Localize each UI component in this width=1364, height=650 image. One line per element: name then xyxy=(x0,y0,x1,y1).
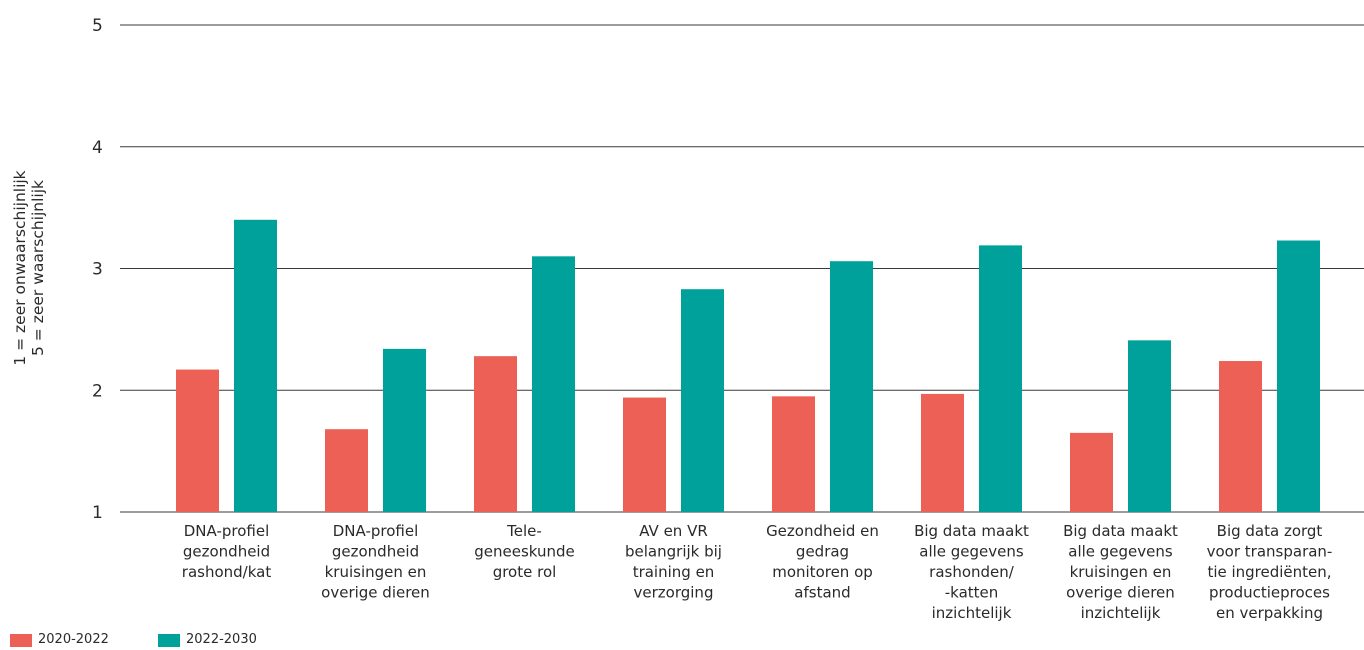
bar-series-1-cat-4 xyxy=(623,397,666,512)
category-label-line: Big data maakt xyxy=(914,522,1029,540)
category-label-line: afstand xyxy=(794,584,850,602)
category-label-line: Big data zorgt xyxy=(1217,522,1323,540)
category-label-line: Tele- xyxy=(506,522,542,540)
category-label-line: rashond/kat xyxy=(182,563,272,581)
legend: 2020-2022 2022-2030 xyxy=(10,632,306,648)
category-label: DNA-profiel gezondheid rashond/kat xyxy=(182,522,272,581)
bars xyxy=(176,219,1320,513)
category-label-line: inzichtelijk xyxy=(932,604,1012,622)
category-label: Tele-geneeskunde grote rol xyxy=(474,522,575,581)
category-label-line: gezondheid xyxy=(183,543,270,561)
legend-item-series-1: 2020-2022 xyxy=(10,632,158,648)
y-tick-label: 2 xyxy=(92,381,103,401)
category-label-line: kruisingen en xyxy=(1070,563,1172,581)
category-label-line: geneeskunde xyxy=(474,543,575,561)
legend-label-series-1: 2020-2022 xyxy=(38,632,109,647)
bar-series-2-cat-6 xyxy=(979,245,1022,512)
category-label-line: gezondheid xyxy=(332,543,419,561)
category-label: Gezondheid en gedrag monitoren op afstand xyxy=(766,522,879,602)
bar-chart: 1 2 3 4 5 1 = zeer onwaarschijnlijk5 = zeer … xyxy=(11,16,1364,622)
category-label-line: grote rol xyxy=(493,563,557,581)
category-label-line: productieproces xyxy=(1209,584,1330,602)
bar-series-2-cat-1 xyxy=(234,219,277,513)
y-tick-label: 3 xyxy=(92,260,103,280)
category-label-line: alle gegevens xyxy=(919,543,1024,561)
category-label-line: voor transparan- xyxy=(1207,543,1333,561)
y-axis-title: 1 = zeer onwaarschijnlijk5 = zeer waarsc… xyxy=(11,170,47,365)
y-axis-ticks: 1 2 3 4 5 xyxy=(92,16,103,523)
legend-label-series-2: 2022-2030 xyxy=(186,632,257,647)
y-axis-label: 1 = zeer onwaarschijnlijk5 = zeer waarsc… xyxy=(11,170,47,365)
category-label-line: Big data maakt xyxy=(1063,522,1178,540)
y-axis-title-line: 1 = zeer onwaarschijnlijk xyxy=(11,170,29,365)
category-label-line: Gezondheid en xyxy=(766,522,879,540)
legend-swatch-series-1 xyxy=(10,633,32,647)
category-label: DNA-profiel gezondheid kruisingen en overig… xyxy=(321,522,430,602)
category-label-line: rashonden/ xyxy=(929,563,1015,581)
bar-series-2-cat-8 xyxy=(1277,240,1320,512)
category-label-line: tie ingrediënten, xyxy=(1207,563,1331,581)
bar-series-1-cat-7 xyxy=(1070,432,1113,512)
category-label: AV en VR belangrijk bij training en verzorg… xyxy=(625,522,722,602)
category-label-line: -katten xyxy=(945,584,999,602)
category-label-line: training en xyxy=(633,563,715,581)
category-label-line: verzorging xyxy=(634,584,714,602)
bar-series-1-cat-5 xyxy=(772,396,815,512)
category-label-line: overige dieren xyxy=(321,584,430,602)
bar-series-1-cat-3 xyxy=(474,356,517,512)
category-label-line: inzichtelijk xyxy=(1081,604,1161,622)
bar-series-2-cat-5 xyxy=(830,261,873,512)
bar-series-2-cat-3 xyxy=(532,256,575,512)
category-label-line: belangrijk bij xyxy=(625,543,722,561)
category-label: Big data maakt alle gegevens rashonden/ -ka… xyxy=(914,522,1029,622)
category-label-line: alle gegevens xyxy=(1068,543,1173,561)
category-label-line: kruisingen en xyxy=(325,563,427,581)
category-label: Big data maakt alle gegevens kruisingen en… xyxy=(1063,522,1178,622)
x-axis-categories: DNA-profiel gezondheid rashond/katDNA-prof… xyxy=(182,522,1333,622)
bar-series-1-cat-2 xyxy=(325,429,368,512)
category-label: Big data zorgt voor transparan-tie ingred… xyxy=(1207,522,1333,622)
y-axis-title-line: 5 = zeer waarschijnlijk xyxy=(29,180,47,356)
y-tick-label: 1 xyxy=(92,503,103,523)
bar-series-1-cat-6 xyxy=(921,393,964,512)
category-label-line: gedrag xyxy=(796,543,849,561)
category-label-line: DNA-profiel xyxy=(333,522,419,540)
grid-lines xyxy=(120,24,1364,513)
bar-series-2-cat-4 xyxy=(681,289,724,512)
bar-series-1-cat-1 xyxy=(176,369,219,512)
bar-series-2-cat-7 xyxy=(1128,340,1171,512)
category-label-line: AV en VR xyxy=(639,522,708,540)
category-label-line: DNA-profiel xyxy=(184,522,270,540)
bar-series-2-cat-2 xyxy=(383,348,426,512)
y-tick-label: 5 xyxy=(92,16,103,36)
y-tick-label: 4 xyxy=(92,138,103,158)
bar-series-1-cat-8 xyxy=(1219,361,1262,512)
category-label-line: monitoren op xyxy=(772,563,873,581)
legend-item-series-2: 2022-2030 xyxy=(158,632,306,648)
legend-swatch-series-2 xyxy=(158,633,180,647)
category-label-line: en verpakking xyxy=(1216,604,1323,622)
category-label-line: overige dieren xyxy=(1066,584,1175,602)
